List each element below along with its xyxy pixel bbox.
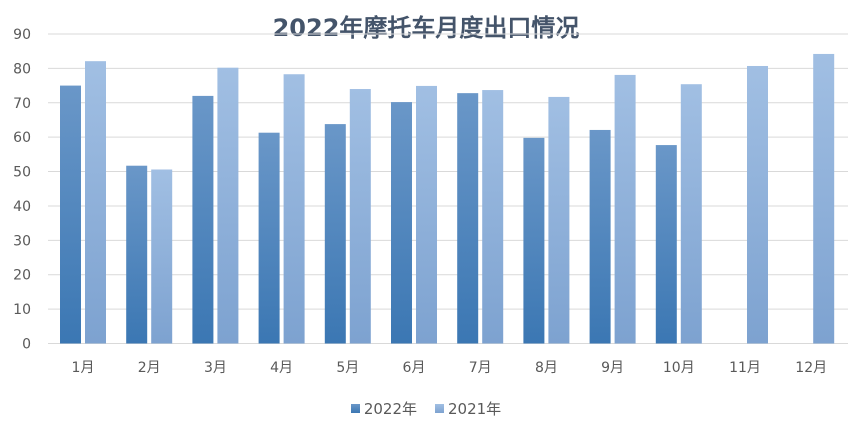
bar-2021年-8月[interactable] [548, 96, 570, 344]
legend: 2022年 2021年 [0, 398, 852, 419]
legend-label-2022: 2022年 [363, 400, 417, 418]
bar-2022年-1月[interactable] [60, 85, 81, 344]
bar-2021年-2月[interactable] [151, 169, 173, 344]
bar-2022年-5月[interactable] [324, 124, 346, 344]
y-tick-label: 20 [13, 268, 31, 284]
y-tick-label: 70 [13, 96, 31, 112]
x-tick-label: 12月 [795, 360, 827, 376]
y-tick-label: 50 [13, 165, 31, 181]
bar-2021年-6月[interactable] [416, 85, 437, 344]
legend-item-2022[interactable]: 2022年 [350, 398, 417, 419]
bar-2022年-3月[interactable] [192, 95, 214, 344]
x-tick-label: 7月 [469, 360, 492, 376]
bar-2022年-4月[interactable] [258, 132, 280, 344]
bar-2022年-8月[interactable] [523, 137, 545, 344]
bar-2022年-7月[interactable] [457, 93, 479, 344]
y-tick-label: 80 [13, 61, 31, 77]
bar-2021年-11月[interactable] [747, 65, 768, 344]
bar-2022年-9月[interactable] [589, 129, 611, 344]
chart-title: 2022年摩托车月度出口情况 [272, 14, 580, 42]
legend-label-2021: 2021年 [448, 400, 502, 418]
x-tick-label: 1月 [72, 360, 95, 376]
y-tick-label: 10 [13, 302, 31, 318]
legend-swatch-2021 [435, 404, 444, 413]
bar-2021年-4月[interactable] [283, 74, 305, 344]
bar-2021年-12月[interactable] [813, 53, 835, 344]
gridlines [48, 33, 848, 344]
y-tick-label: 30 [13, 233, 31, 249]
x-tick-label: 4月 [270, 360, 293, 376]
y-tick-label: 40 [13, 199, 31, 215]
y-axis-ticks: 0 10 20 30 40 50 60 70 80 90 [13, 27, 31, 353]
bar-2021年-5月[interactable] [349, 89, 371, 344]
x-tick-label: 8月 [535, 360, 558, 376]
x-tick-label: 9月 [601, 360, 624, 376]
x-tick-label: 11月 [729, 360, 761, 376]
x-axis-ticks: 1月 2月 3月 4月 5月 6月 7月 8月 9月 10月 11月 12月 [72, 360, 828, 376]
bar-2021年-9月[interactable] [614, 74, 636, 344]
x-tick-label: 3月 [204, 360, 227, 376]
x-tick-label: 6月 [403, 360, 426, 376]
bar-2021年-10月[interactable] [680, 84, 702, 344]
legend-swatch-2022 [350, 404, 360, 413]
bar-2022年-10月[interactable] [655, 145, 677, 344]
bar-2022年-6月[interactable] [391, 102, 412, 344]
bar-2021年-3月[interactable] [217, 67, 239, 344]
x-tick-label: 10月 [663, 360, 695, 376]
bar-2022年-2月[interactable] [126, 165, 148, 344]
y-tick-label: 0 [22, 337, 31, 353]
bar-2021年-1月[interactable] [85, 61, 106, 344]
x-tick-label: 2月 [138, 360, 161, 376]
bars [60, 53, 835, 344]
bar-2021年-7月[interactable] [482, 90, 504, 344]
x-tick-label: 5月 [336, 360, 359, 376]
y-tick-label: 90 [13, 27, 31, 43]
legend-item-2021[interactable]: 2021年 [435, 398, 501, 419]
y-tick-label: 60 [13, 130, 31, 146]
